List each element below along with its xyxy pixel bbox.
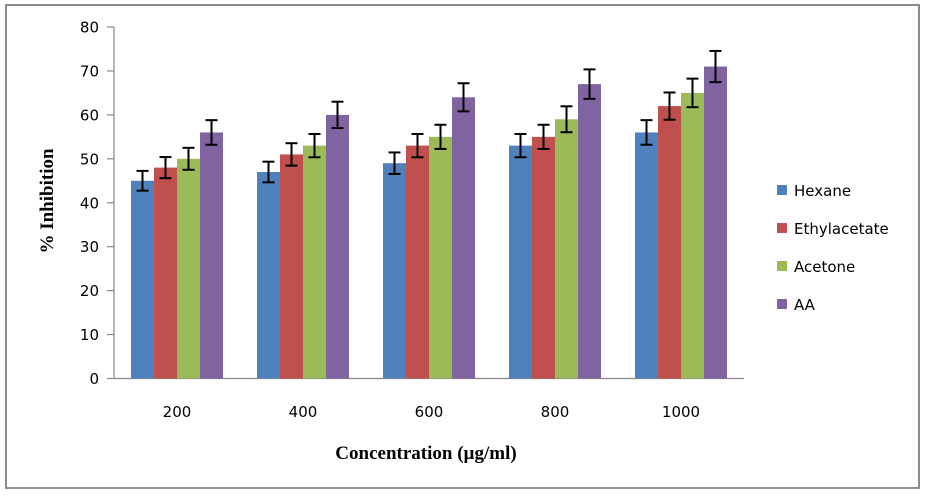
error-bar-aa-1000 — [709, 49, 722, 84]
error-bar-aa-400 — [331, 100, 344, 130]
bar-ethylacetate-400 — [280, 154, 303, 379]
x-axis: 200 400 600 800 1000 — [114, 377, 744, 421]
legend-item-hexane: Hexane — [777, 182, 851, 200]
legend-label: Hexane — [794, 182, 851, 200]
error-bar-acetone-400 — [308, 132, 321, 159]
y-tick-label: 80 — [80, 19, 99, 37]
error-bar-hexane-600 — [388, 151, 401, 175]
y-tick-label: 10 — [80, 326, 99, 344]
error-bar-hexane-1000 — [640, 119, 653, 146]
y-tick-label: 50 — [80, 150, 99, 168]
y-tick-label: 60 — [80, 106, 99, 124]
bar-hexane-1000 — [635, 132, 658, 379]
legend-item-aa: AA — [777, 296, 816, 314]
y-tick-label: 30 — [80, 238, 99, 256]
error-bar-ethylacetate-600 — [411, 132, 424, 159]
bar-acetone-600 — [429, 136, 452, 379]
legend-item-acetone: Acetone — [777, 258, 855, 276]
bar-acetone-400 — [303, 145, 326, 379]
x-tick-label: 1000 — [662, 403, 700, 421]
error-bar-hexane-200 — [136, 169, 149, 192]
error-bar-acetone-200 — [182, 146, 195, 171]
x-tick-label: 800 — [541, 403, 570, 421]
y-tick-label: 20 — [80, 282, 99, 300]
x-axis-title: Concentration (µg/ml) — [335, 443, 516, 464]
bar-hexane-600 — [383, 163, 406, 379]
legend-swatch — [777, 299, 787, 309]
bar-aa-400 — [326, 114, 349, 379]
bar-acetone-1000 — [681, 92, 704, 379]
bar-hexane-400 — [257, 171, 280, 379]
legend: Hexane Ethylacetate Acetone AA — [777, 182, 889, 314]
bar-ethylacetate-1000 — [658, 106, 681, 379]
bar-hexane-200 — [131, 180, 154, 379]
error-bar-acetone-800 — [560, 105, 573, 134]
bar-aa-600 — [452, 97, 475, 379]
legend-swatch — [777, 223, 787, 233]
bar-hexane-800 — [509, 145, 532, 379]
error-bar-hexane-400 — [262, 160, 275, 184]
legend-label: Acetone — [794, 258, 855, 276]
legend-swatch — [777, 185, 787, 195]
error-bar-ethylacetate-200 — [159, 156, 172, 180]
bars — [131, 66, 727, 379]
x-tick-label: 600 — [415, 403, 444, 421]
y-tick-label: 40 — [80, 194, 99, 212]
x-tick-label: 200 — [163, 403, 192, 421]
bar-acetone-800 — [555, 119, 578, 379]
error-bar-aa-200 — [205, 119, 218, 146]
bar-ethylacetate-800 — [532, 136, 555, 379]
y-tick-label: 0 — [89, 370, 99, 388]
bar-aa-800 — [578, 84, 601, 379]
legend-label: Ethylacetate — [794, 220, 889, 238]
bar-aa-1000 — [704, 66, 727, 379]
legend-label: AA — [794, 296, 816, 314]
error-bar-ethylacetate-1000 — [663, 91, 676, 121]
bar-acetone-200 — [177, 158, 200, 379]
legend-swatch — [777, 261, 787, 271]
y-tick-label: 70 — [80, 62, 99, 80]
x-tick-label: 400 — [289, 403, 318, 421]
error-bars — [136, 49, 722, 192]
bar-ethylacetate-600 — [406, 145, 429, 379]
y-axis-title: % Inhibition — [37, 148, 58, 254]
bar-ethylacetate-200 — [154, 167, 177, 379]
error-bar-acetone-600 — [434, 123, 447, 150]
error-bar-ethylacetate-400 — [285, 142, 298, 167]
bar-aa-200 — [200, 132, 223, 379]
legend-item-ethylacetate: Ethylacetate — [777, 220, 889, 238]
y-axis: 0 10 20 30 40 50 60 70 80 — [80, 19, 115, 388]
error-bar-ethylacetate-800 — [537, 123, 550, 150]
error-bar-hexane-800 — [514, 132, 527, 159]
error-bar-aa-600 — [457, 82, 470, 113]
error-bar-aa-800 — [583, 68, 596, 100]
error-bar-acetone-1000 — [686, 77, 699, 109]
